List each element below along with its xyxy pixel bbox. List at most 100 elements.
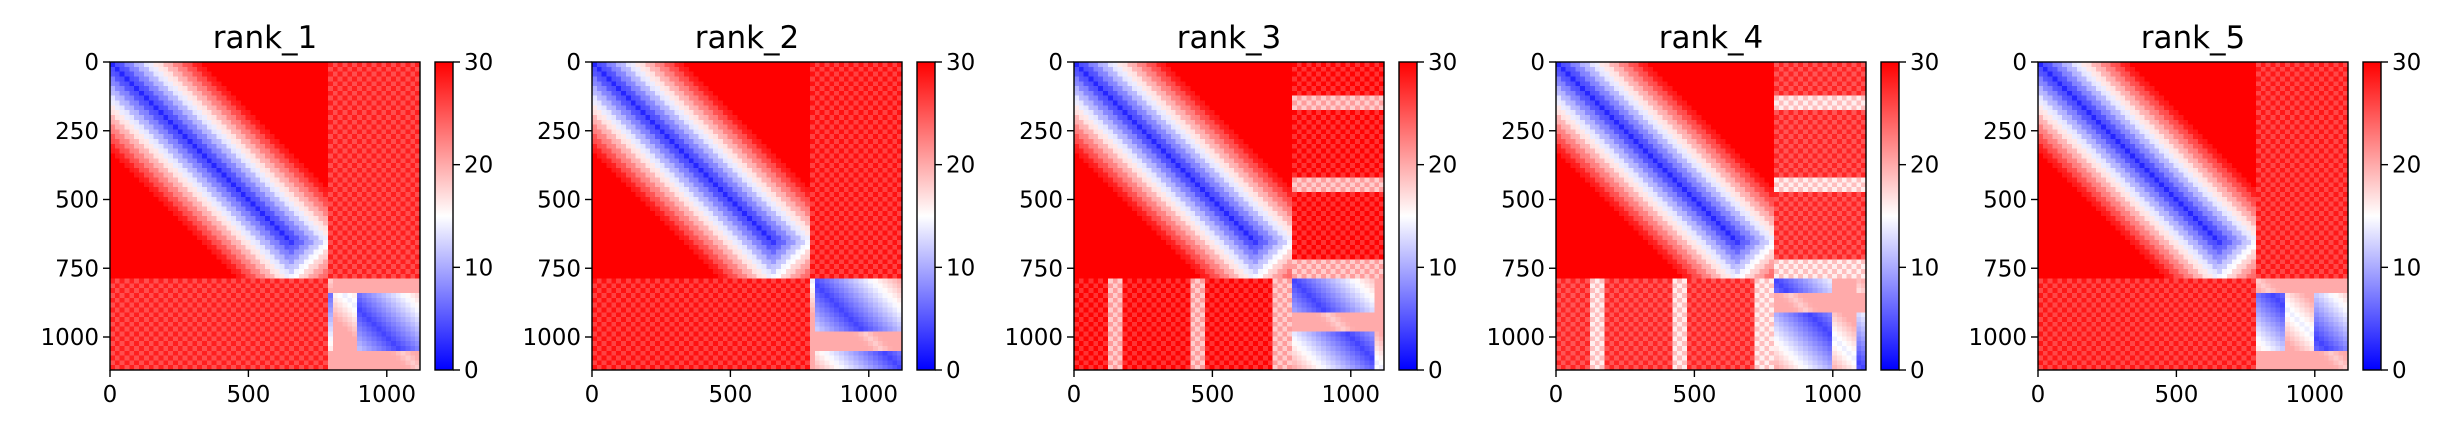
heatmap-cell bbox=[718, 115, 723, 120]
heatmap-cell bbox=[655, 110, 660, 115]
heatmap-cell bbox=[328, 120, 333, 125]
heatmap-cell bbox=[265, 144, 270, 149]
heatmap-cell bbox=[708, 81, 713, 86]
heatmap-cell bbox=[188, 86, 193, 91]
heatmap-cell bbox=[372, 298, 377, 303]
heatmap-cell bbox=[689, 110, 694, 115]
heatmap-cell bbox=[115, 192, 120, 197]
heatmap-cell bbox=[381, 202, 386, 207]
heatmap-cell bbox=[241, 336, 246, 341]
heatmap-cell bbox=[120, 192, 125, 197]
heatmap-cell bbox=[405, 144, 410, 149]
heatmap-cell bbox=[158, 129, 163, 134]
heatmap-cell bbox=[313, 144, 318, 149]
heatmap-cell bbox=[289, 279, 294, 284]
heatmap-cell bbox=[221, 81, 226, 86]
heatmap-cell bbox=[343, 86, 348, 91]
heatmap-cell bbox=[294, 283, 299, 288]
heatmap-cell bbox=[197, 62, 202, 67]
heatmap-cell bbox=[401, 346, 406, 351]
heatmap-cell bbox=[231, 110, 236, 115]
heatmap-cell bbox=[255, 283, 260, 288]
heatmap-cell bbox=[197, 303, 202, 308]
heatmap-cell bbox=[304, 173, 309, 178]
heatmap-cell bbox=[212, 105, 217, 110]
heatmap-cell bbox=[178, 259, 183, 264]
heatmap-cell bbox=[280, 346, 285, 351]
heatmap-cell bbox=[313, 86, 318, 91]
heatmap-cell bbox=[304, 360, 309, 365]
heatmap-cell bbox=[125, 125, 130, 130]
heatmap-cell bbox=[168, 327, 173, 332]
heatmap-cell bbox=[192, 91, 197, 96]
heatmap-cell bbox=[144, 317, 149, 322]
heatmap-cell bbox=[323, 250, 328, 255]
heatmap-cell bbox=[270, 101, 275, 106]
heatmap-cell bbox=[120, 158, 125, 163]
heatmap-cell bbox=[718, 110, 723, 115]
heatmap-cell bbox=[168, 105, 173, 110]
heatmap-cell bbox=[703, 101, 708, 106]
heatmap-cell bbox=[255, 269, 260, 274]
heatmap-cell bbox=[333, 230, 338, 235]
heatmap-cell bbox=[611, 81, 616, 86]
heatmap-cell bbox=[168, 346, 173, 351]
heatmap-cell bbox=[120, 235, 125, 240]
heatmap-cell bbox=[376, 129, 381, 134]
heatmap-cell bbox=[376, 226, 381, 231]
heatmap-cell bbox=[212, 187, 217, 192]
heatmap-cell bbox=[265, 110, 270, 115]
heatmap-cell bbox=[386, 187, 391, 192]
heatmap-cell bbox=[747, 91, 752, 96]
heatmap-cell bbox=[376, 303, 381, 308]
heatmap-cell bbox=[309, 153, 314, 158]
heatmap-cell bbox=[386, 303, 391, 308]
heatmap-cell bbox=[357, 226, 362, 231]
heatmap-cell bbox=[602, 81, 607, 86]
heatmap-cell bbox=[178, 168, 183, 173]
heatmap-cell bbox=[376, 187, 381, 192]
heatmap-cell bbox=[236, 303, 241, 308]
heatmap-cell bbox=[173, 76, 178, 81]
heatmap-cell bbox=[621, 110, 626, 115]
heatmap-cell bbox=[192, 149, 197, 154]
heatmap-cell bbox=[674, 91, 679, 96]
heatmap-cell bbox=[125, 178, 130, 183]
heatmap-cell bbox=[129, 110, 134, 115]
heatmap-cell bbox=[139, 312, 144, 317]
heatmap-cell bbox=[246, 216, 251, 221]
heatmap-cell bbox=[299, 86, 304, 91]
heatmap-cell bbox=[154, 250, 159, 255]
heatmap-cell bbox=[333, 187, 338, 192]
heatmap-cell bbox=[607, 76, 612, 81]
heatmap-cell bbox=[597, 72, 602, 77]
heatmap-cell bbox=[723, 62, 728, 67]
heatmap-cell bbox=[737, 101, 742, 106]
heatmap-cell bbox=[396, 105, 401, 110]
heatmap-cell bbox=[250, 312, 255, 317]
heatmap-cell bbox=[323, 134, 328, 139]
heatmap-cell bbox=[275, 240, 280, 245]
heatmap-cell bbox=[120, 187, 125, 192]
heatmap-cell bbox=[173, 86, 178, 91]
heatmap-cell bbox=[163, 178, 168, 183]
heatmap-cell bbox=[217, 81, 222, 86]
heatmap-cell bbox=[304, 105, 309, 110]
heatmap-cell bbox=[372, 96, 377, 101]
heatmap-cell bbox=[708, 86, 713, 91]
heatmap-cell bbox=[304, 197, 309, 202]
heatmap-cell bbox=[183, 211, 188, 216]
heatmap-cell bbox=[328, 81, 333, 86]
heatmap-cell bbox=[636, 86, 641, 91]
heatmap-cell bbox=[357, 245, 362, 250]
heatmap-cell bbox=[825, 72, 830, 77]
heatmap-cell bbox=[197, 158, 202, 163]
heatmap-cell bbox=[197, 110, 202, 115]
heatmap-cell bbox=[158, 226, 163, 231]
heatmap-cell bbox=[338, 197, 343, 202]
heatmap-cell bbox=[381, 62, 386, 67]
heatmap-cell bbox=[255, 134, 260, 139]
heatmap-cell bbox=[776, 110, 781, 115]
heatmap-cell bbox=[343, 67, 348, 72]
heatmap-cell bbox=[343, 269, 348, 274]
